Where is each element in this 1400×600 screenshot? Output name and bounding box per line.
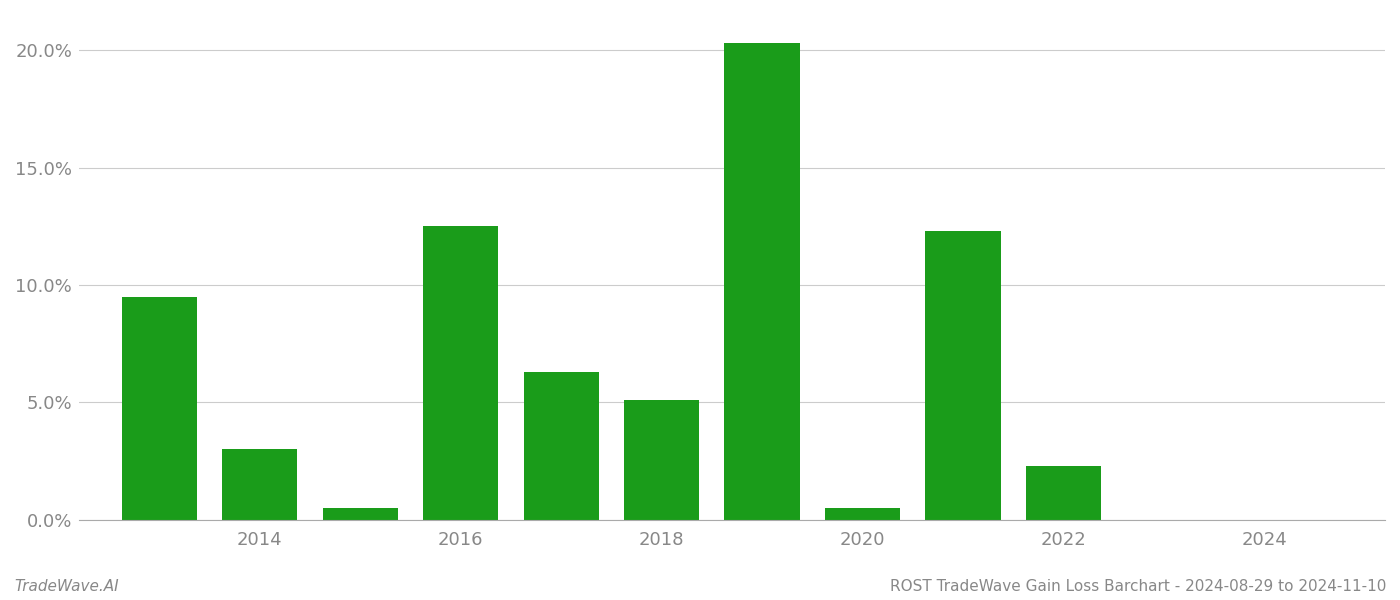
Text: ROST TradeWave Gain Loss Barchart - 2024-08-29 to 2024-11-10: ROST TradeWave Gain Loss Barchart - 2024… [889,579,1386,594]
Bar [825,508,900,520]
Text: TradeWave.AI: TradeWave.AI [14,579,119,594]
Bar [624,400,700,520]
Bar [223,449,297,520]
Bar [524,372,599,520]
Bar [423,226,498,520]
Bar [925,231,1001,520]
Bar [724,43,799,520]
Bar [1026,466,1102,520]
Bar [322,508,398,520]
Bar [122,297,197,520]
